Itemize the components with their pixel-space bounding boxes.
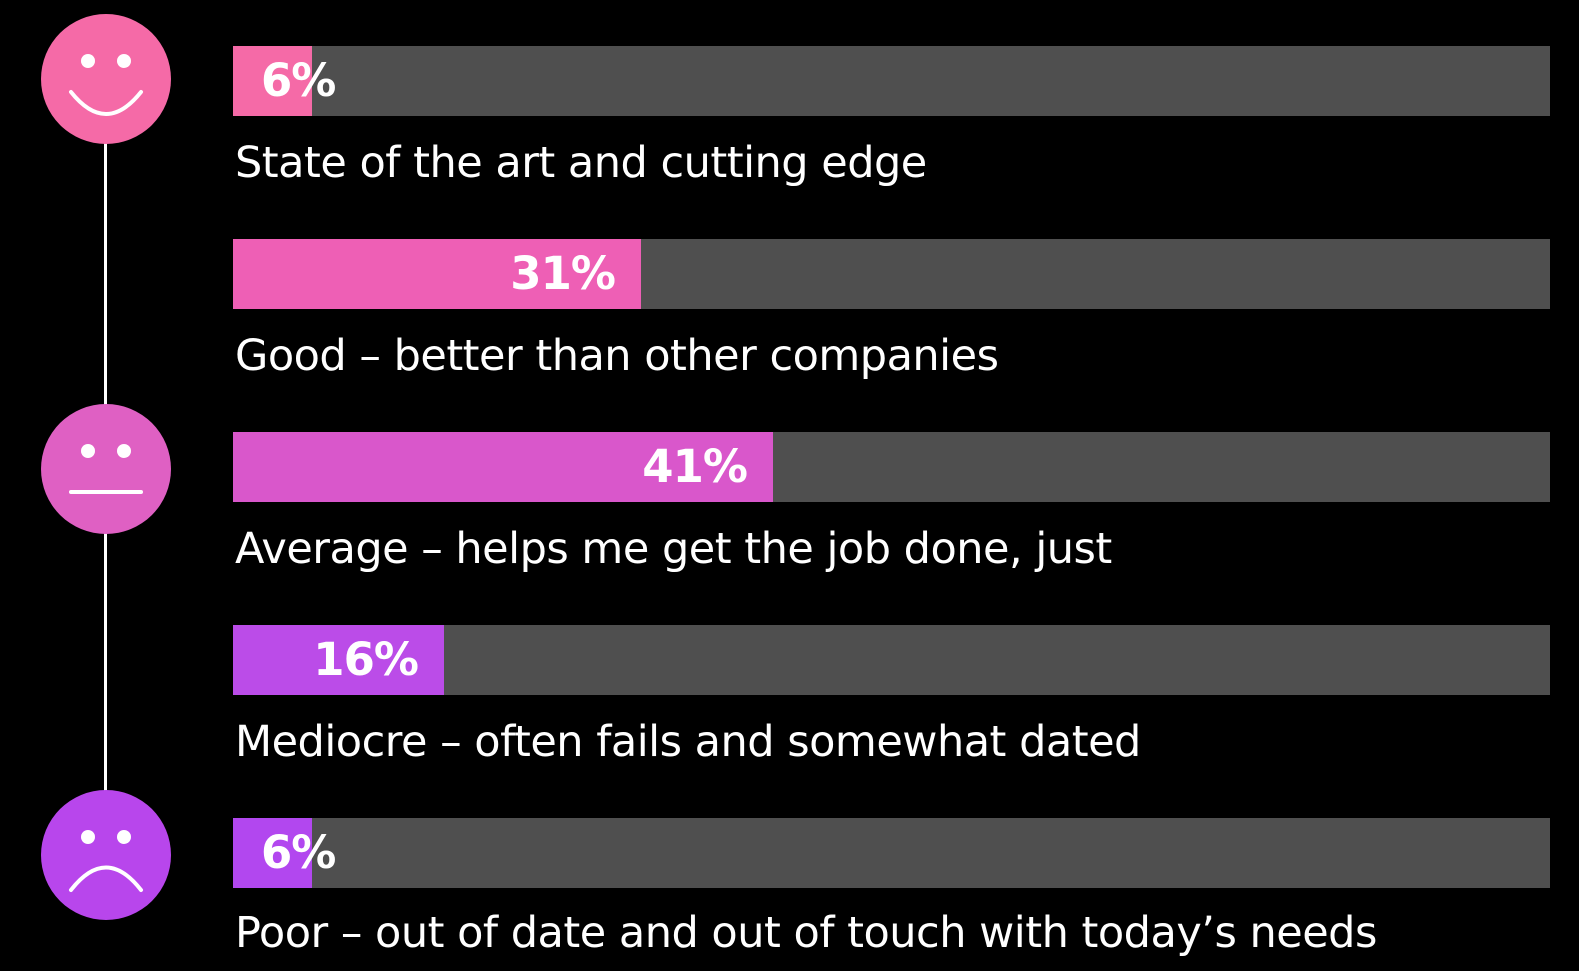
- bar-value-label: 41%: [642, 440, 748, 493]
- bar-value-label: 6%: [261, 54, 336, 107]
- smile-icon: [41, 14, 171, 144]
- bar: [233, 239, 641, 309]
- bar-track: 6%: [233, 46, 1550, 116]
- bar-track: 31%: [233, 239, 1550, 309]
- timeline-line-top: [104, 140, 107, 410]
- bar: [233, 625, 444, 695]
- category-label: Mediocre – often fails and somewhat date…: [235, 717, 1141, 767]
- category-label: State of the art and cutting edge: [235, 138, 927, 188]
- bar-value-label: 16%: [313, 633, 419, 686]
- bar-track: 16%: [233, 625, 1550, 695]
- neutral-face-icon: [41, 404, 171, 534]
- bar-track: 6%: [233, 818, 1550, 888]
- category-label: Average – helps me get the job done, jus…: [235, 524, 1112, 574]
- category-label: Good – better than other companies: [235, 331, 999, 381]
- bar-value-label: 6%: [261, 826, 336, 879]
- bar: [233, 432, 773, 502]
- bar: [233, 46, 312, 116]
- bar-value-label: 31%: [510, 247, 616, 300]
- category-label: Poor – out of date and out of touch with…: [235, 908, 1377, 958]
- timeline-line-bottom: [104, 530, 107, 795]
- bar: [233, 818, 312, 888]
- bar-track: 41%: [233, 432, 1550, 502]
- frown-icon: [41, 790, 171, 920]
